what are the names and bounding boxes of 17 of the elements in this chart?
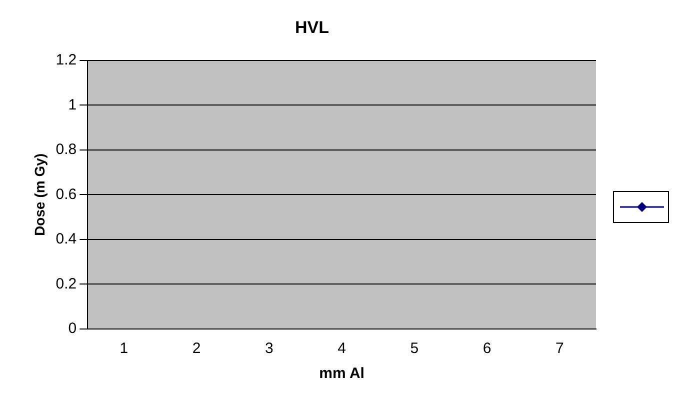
x-tick-label: 2 xyxy=(192,340,201,358)
y-tick-label: 1 xyxy=(68,96,77,114)
x-tick-label: 1 xyxy=(120,340,128,358)
y-tick-label: 0.2 xyxy=(56,275,77,292)
x-tick-label: 7 xyxy=(556,340,564,358)
y-tick-label: 0.6 xyxy=(56,186,77,203)
x-tick-label: 3 xyxy=(265,340,274,358)
x-tick-label: 4 xyxy=(338,340,346,358)
y-tick-label: 0 xyxy=(68,320,77,338)
y-tick-label: 0.8 xyxy=(56,141,77,158)
x-tick-label: 5 xyxy=(410,340,419,358)
y-axis-title: Dose (m Gy) xyxy=(31,153,48,236)
chart-title: HVL xyxy=(295,18,329,37)
y-tick-label: 0.4 xyxy=(56,230,77,248)
x-axis-title: mm Al xyxy=(319,365,364,382)
y-tick-label: 1.2 xyxy=(56,52,77,69)
x-tick-label: 6 xyxy=(482,340,492,358)
